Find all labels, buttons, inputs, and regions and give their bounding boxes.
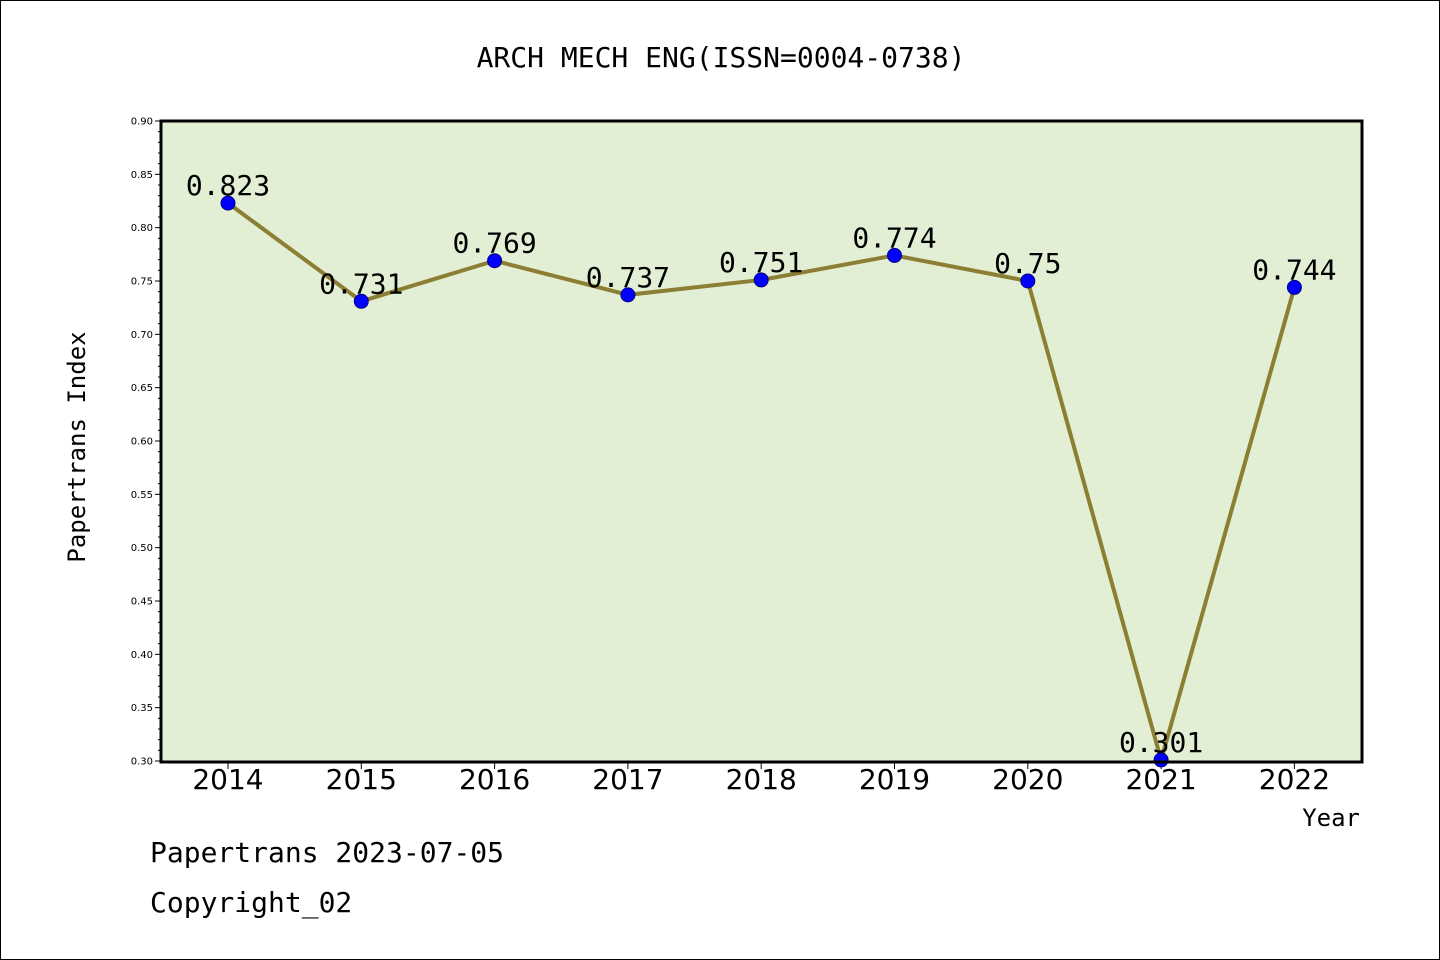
x-axis-label: Year bbox=[1302, 804, 1360, 832]
x-tick-label: 2014 bbox=[192, 763, 263, 796]
x-tick-label: 2019 bbox=[859, 763, 930, 796]
data-label: 0.737 bbox=[586, 261, 670, 294]
y-tick-label: 0.55 bbox=[131, 490, 153, 501]
x-tick-label: 2020 bbox=[992, 763, 1063, 796]
data-point bbox=[1020, 273, 1036, 289]
data-point bbox=[1286, 279, 1302, 295]
data-label: 0.751 bbox=[719, 246, 803, 279]
data-point bbox=[487, 253, 503, 269]
y-tick-label: 0.75 bbox=[131, 277, 153, 288]
footer-copyright: Copyright_02 bbox=[150, 886, 353, 919]
y-tick-label: 0.70 bbox=[131, 330, 153, 341]
data-label: 0.823 bbox=[186, 169, 270, 202]
y-tick-label: 0.40 bbox=[131, 650, 153, 661]
data-point bbox=[620, 287, 636, 303]
x-axis: 2014 2015 2016 2017 2018 2019 2020 2021 2022 bbox=[192, 761, 1330, 796]
y-tick-label: 0.85 bbox=[131, 170, 153, 181]
data-label: 0.301 bbox=[1119, 726, 1203, 759]
y-tick-label: 0.60 bbox=[131, 437, 153, 448]
y-tick-label: 0.65 bbox=[131, 383, 153, 394]
y-tick-label: 0.30 bbox=[131, 757, 153, 768]
x-tick-label: 2021 bbox=[1125, 763, 1196, 796]
y-tick-label: 0.90 bbox=[131, 117, 153, 128]
data-label: 0.769 bbox=[452, 227, 536, 260]
data-labels: 0.823 0.731 0.769 0.737 0.751 0.774 0.75 0.301 0… bbox=[186, 169, 1337, 759]
x-tick-label: 2018 bbox=[726, 763, 797, 796]
y-tick-label: 0.50 bbox=[131, 543, 153, 554]
y-tick-label: 0.80 bbox=[131, 223, 153, 234]
data-point bbox=[887, 247, 902, 263]
x-tick-label: 2022 bbox=[1259, 763, 1330, 796]
data-label: 0.774 bbox=[852, 221, 936, 254]
data-points bbox=[220, 195, 1302, 768]
data-point bbox=[220, 195, 236, 211]
data-point bbox=[753, 272, 769, 288]
data-label: 0.744 bbox=[1252, 253, 1336, 286]
y-tick-label: 0.45 bbox=[131, 597, 153, 608]
chart-title: ARCH MECH ENG(ISSN=0004-0738) bbox=[477, 41, 966, 74]
plot-area bbox=[161, 121, 1362, 762]
x-tick-label: 2015 bbox=[326, 763, 397, 796]
plot-frame bbox=[159, 119, 1364, 764]
footer-date: Papertrans 2023-07-05 bbox=[150, 836, 505, 869]
y-axis-label: Papertrans Index bbox=[63, 331, 91, 562]
data-label: 0.75 bbox=[994, 247, 1061, 280]
y-axis: 0.30 0.35 0.40 0.45 0.50 0.55 0.60 0.65 0.70 0.75… bbox=[131, 117, 161, 768]
x-tick-label: 2016 bbox=[459, 763, 530, 796]
x-tick-label: 2017 bbox=[592, 763, 663, 796]
y-tick-label: 0.35 bbox=[131, 703, 153, 714]
data-label: 0.731 bbox=[319, 267, 403, 300]
data-point bbox=[353, 293, 369, 309]
